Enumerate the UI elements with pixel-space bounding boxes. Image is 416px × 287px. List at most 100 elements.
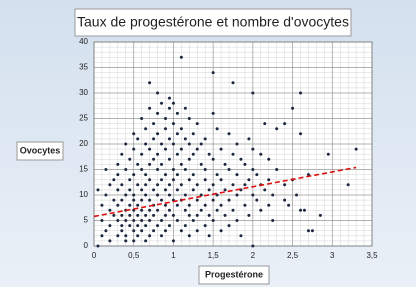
point — [223, 213, 227, 217]
point — [120, 224, 124, 228]
point — [227, 198, 231, 202]
point — [259, 152, 263, 156]
point — [354, 147, 358, 151]
point — [132, 229, 136, 233]
point — [183, 224, 187, 228]
point — [299, 208, 303, 212]
point — [255, 198, 259, 202]
point — [171, 213, 175, 217]
point — [152, 213, 156, 217]
point — [124, 168, 128, 171]
point — [140, 152, 144, 156]
point — [187, 234, 191, 238]
point — [132, 147, 136, 151]
x-tick-label: 0 — [92, 251, 97, 260]
point — [148, 198, 152, 202]
point — [108, 183, 112, 187]
point — [183, 137, 187, 141]
point — [255, 173, 259, 177]
point — [243, 162, 247, 166]
trend-line — [93, 166, 357, 218]
point — [215, 173, 219, 177]
point — [175, 132, 179, 136]
point — [191, 173, 195, 177]
point — [239, 234, 243, 238]
point — [108, 208, 112, 212]
point — [140, 219, 144, 222]
point — [136, 183, 140, 187]
point — [171, 142, 175, 146]
point — [207, 234, 211, 238]
point — [144, 224, 148, 228]
point — [156, 183, 160, 187]
point — [175, 111, 179, 115]
point — [231, 183, 235, 187]
point — [219, 229, 223, 233]
point — [167, 96, 171, 100]
point — [179, 183, 183, 187]
point — [203, 224, 207, 228]
x-tick-label: 1,5 — [208, 251, 220, 260]
point — [156, 132, 160, 136]
point — [112, 213, 116, 217]
point — [175, 203, 179, 207]
point — [116, 188, 120, 192]
point — [251, 168, 255, 171]
point — [203, 168, 207, 171]
point — [96, 188, 100, 192]
marks — [93, 55, 358, 248]
point — [195, 229, 199, 233]
point — [171, 101, 175, 105]
point — [128, 178, 132, 182]
point — [156, 152, 160, 156]
point — [116, 173, 120, 177]
point — [128, 157, 132, 161]
point — [156, 168, 160, 171]
point — [108, 239, 112, 243]
point — [160, 162, 164, 166]
point — [124, 142, 128, 146]
point — [219, 178, 223, 182]
point — [148, 81, 152, 85]
point — [120, 198, 124, 202]
point — [283, 198, 287, 202]
point — [191, 219, 195, 222]
point — [283, 122, 287, 126]
y-tick-label: 35 — [79, 63, 88, 72]
point — [120, 213, 124, 217]
point — [183, 168, 187, 171]
point — [160, 234, 164, 238]
point — [116, 203, 120, 207]
point — [247, 137, 251, 141]
x-tick-label: 2 — [251, 251, 256, 260]
point — [171, 122, 175, 126]
point — [140, 198, 144, 202]
point — [148, 178, 152, 182]
point — [235, 173, 239, 177]
y-tick-label: 0 — [84, 241, 89, 250]
point — [295, 193, 299, 197]
point — [144, 173, 148, 177]
point — [128, 188, 132, 192]
point — [271, 193, 275, 197]
point — [132, 193, 136, 197]
point — [211, 183, 215, 187]
point — [211, 219, 215, 222]
point — [148, 234, 152, 238]
point — [175, 188, 179, 192]
point — [187, 178, 191, 182]
point — [100, 234, 104, 238]
point — [167, 137, 171, 141]
point — [163, 229, 167, 233]
point — [299, 91, 303, 95]
point — [120, 152, 124, 156]
point — [231, 208, 235, 212]
point — [227, 224, 231, 228]
point — [171, 168, 175, 171]
point — [163, 213, 167, 217]
point — [136, 137, 140, 141]
point — [144, 183, 148, 187]
point — [163, 203, 167, 207]
point — [156, 91, 160, 95]
point — [263, 188, 267, 192]
